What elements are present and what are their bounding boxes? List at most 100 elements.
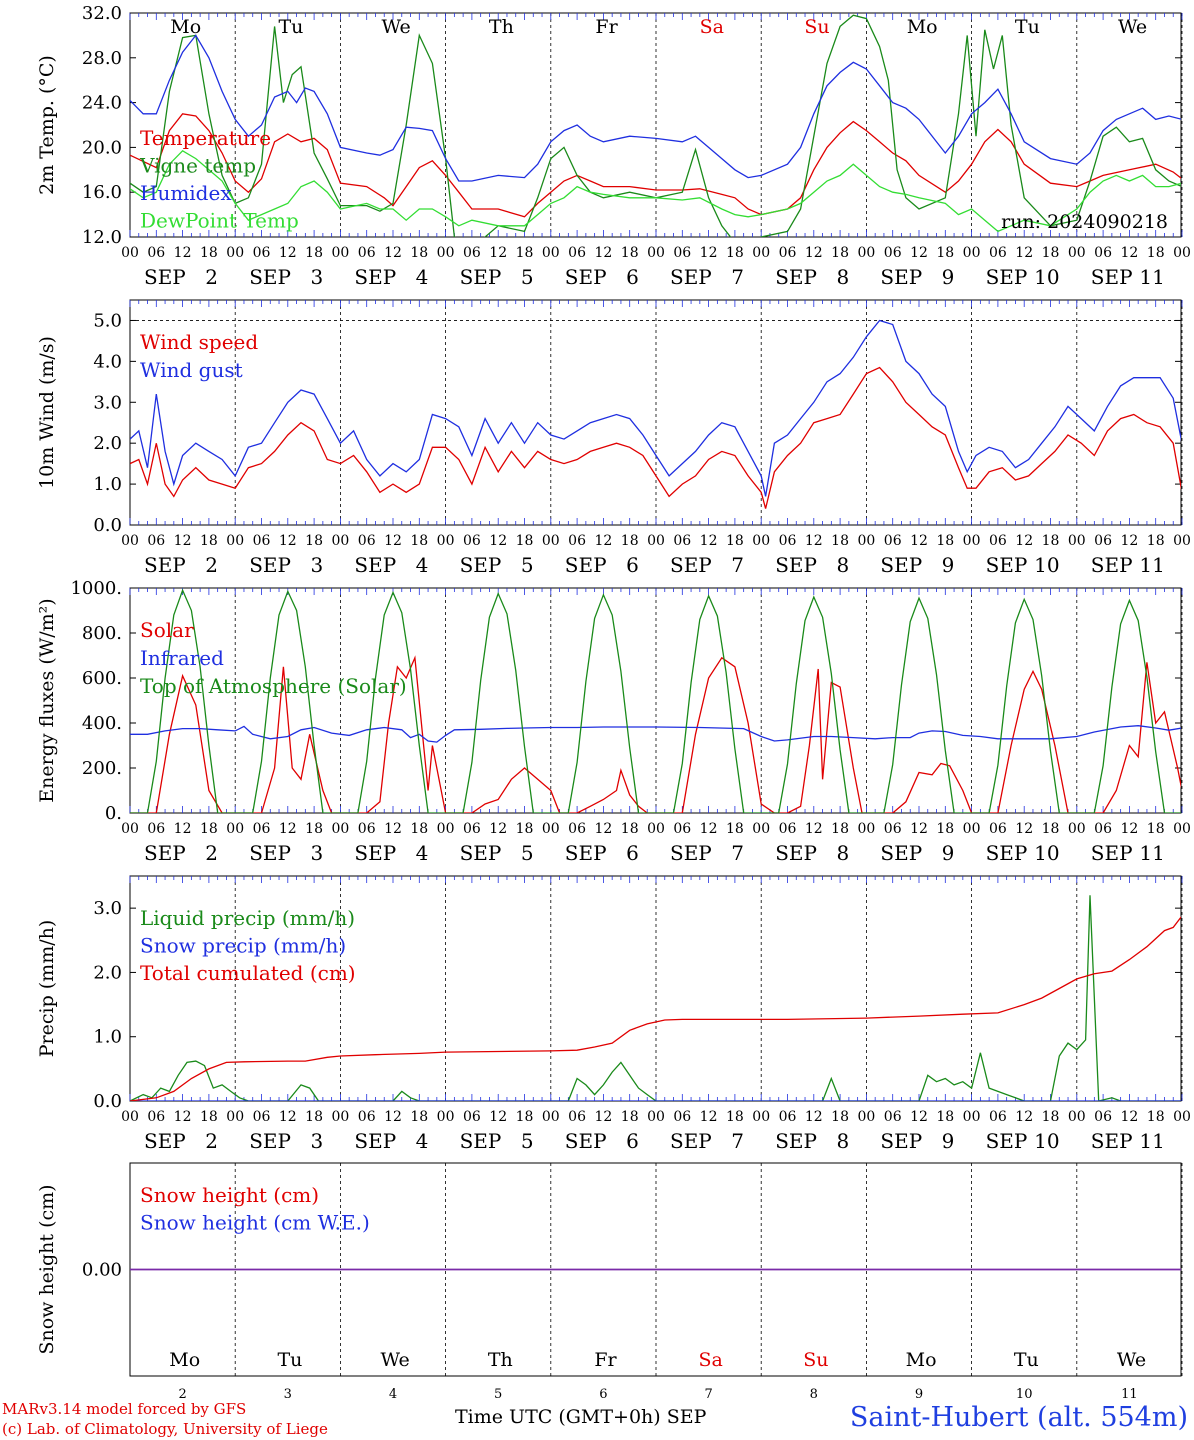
day-number-label: 7 [731, 1129, 744, 1153]
weekday-label: Sa [700, 16, 724, 38]
hour-tick-label: 06 [673, 245, 691, 261]
hour-tick-label: 00 [857, 1109, 875, 1125]
weekday-label: Tu [277, 1349, 302, 1371]
hour-tick-label: 00 [331, 1109, 349, 1125]
hour-tick-label: 00 [1068, 1109, 1086, 1125]
hour-tick-label: 06 [989, 533, 1007, 549]
hour-tick-label: 12 [384, 533, 402, 549]
day-number-label: 6 [626, 841, 639, 865]
hour-tick-label: 12 [489, 533, 507, 549]
hour-tick-label: 12 [594, 245, 612, 261]
weekday-label: Mo [907, 16, 938, 38]
hour-tick-label: 00 [963, 533, 981, 549]
weekday-label: Fr [594, 1349, 617, 1371]
day-number-label: 10 [1034, 841, 1059, 865]
hour-tick-label: 18 [1042, 821, 1060, 837]
day-number-label: 8 [836, 265, 849, 289]
series-group [130, 588, 1181, 813]
series-liquid-precip-mm-h- [130, 895, 1181, 1101]
hour-tick-label: 00 [226, 821, 244, 837]
hour-tick-label: 18 [726, 1109, 744, 1125]
day-number-label: 6 [626, 553, 639, 577]
hour-tick-label: 06 [147, 533, 165, 549]
hour-tick-label: 12 [1120, 1109, 1138, 1125]
hour-tick-label: 00 [121, 245, 139, 261]
hour-tick-label: 18 [1147, 821, 1165, 837]
y-tick-label: 4.0 [93, 351, 122, 372]
day-number-label: 3 [310, 1129, 323, 1153]
hour-tick-label: 12 [489, 245, 507, 261]
y-tick-label: 0.0 [93, 1091, 122, 1112]
day-number-label: 10 [1016, 1387, 1033, 1402]
series-wind-gust [130, 319, 1181, 497]
run-label: run: 2024090218 [1001, 211, 1168, 233]
weekday-label: Th [488, 1349, 513, 1371]
hour-tick-label: 06 [884, 1109, 902, 1125]
hour-tick-label: 00 [647, 533, 665, 549]
day-number-label: 2 [205, 265, 218, 289]
hour-tick-label: 12 [174, 533, 192, 549]
hour-tick-label: 18 [200, 533, 218, 549]
plot-frame [129, 299, 1182, 526]
y-tick-label: 2.0 [93, 433, 122, 454]
plot-frame [129, 587, 1182, 814]
hour-tick-label: 06 [673, 533, 691, 549]
hour-tick-label: 06 [779, 1109, 797, 1125]
hour-tick-label: 06 [884, 245, 902, 261]
month-label: SEP [775, 553, 817, 577]
hour-tick-label: 18 [936, 821, 954, 837]
station-title: Saint-Hubert (alt. 554m) [849, 1402, 1188, 1433]
legend-entry: Humidex [140, 181, 232, 205]
hour-tick-label: 12 [910, 533, 928, 549]
y-tick-label: 16.0 [82, 182, 122, 203]
legend-entry: DewPoint Temp [140, 209, 299, 233]
y-tick-label: 3.0 [93, 898, 122, 919]
hour-tick-label: 00 [1173, 821, 1191, 837]
hour-tick-label: 18 [1042, 1109, 1060, 1125]
month-label: SEP [144, 553, 186, 577]
hour-tick-label: 06 [463, 533, 481, 549]
hour-tick-label: 06 [779, 821, 797, 837]
month-label: SEP [880, 553, 922, 577]
day-number-label: 8 [810, 1387, 818, 1402]
month-label: SEP [775, 265, 817, 289]
hour-tick-label: 18 [305, 533, 323, 549]
month-label: SEP [460, 841, 502, 865]
day-number-label: 4 [416, 553, 429, 577]
month-label: SEP [565, 553, 607, 577]
day-number-label: 8 [836, 1129, 849, 1153]
month-label: SEP [1091, 553, 1133, 577]
legend-entry: Total cumulated (cm) [140, 961, 356, 985]
day-number-label: 11 [1139, 553, 1164, 577]
y-tick-label: 0. [105, 803, 122, 824]
hour-tick-label: 00 [437, 245, 455, 261]
hour-tick-label: 18 [831, 533, 849, 549]
month-label: SEP [670, 265, 712, 289]
y-tick-label: 2.0 [93, 962, 122, 983]
legend-entry: Liquid precip (mm/h) [140, 906, 355, 930]
month-label: SEP [354, 553, 396, 577]
day-number-label: 6 [626, 265, 639, 289]
day-number-label: 10 [1034, 265, 1059, 289]
hour-tick-label: 18 [1147, 1109, 1165, 1125]
hour-tick-label: 00 [542, 533, 560, 549]
weekday-label: Tu [1014, 1349, 1039, 1371]
hour-tick-label: 12 [1120, 821, 1138, 837]
hour-tick-label: 00 [647, 245, 665, 261]
hour-tick-label: 00 [1173, 533, 1191, 549]
day-number-label: 2 [178, 1387, 186, 1402]
series-top-of-atmosphere-solar- [130, 588, 1181, 813]
weekday-label: Mo [170, 16, 201, 38]
hour-tick-label: 12 [384, 245, 402, 261]
hour-tick-label: 00 [226, 245, 244, 261]
weekday-label: We [382, 16, 411, 38]
hour-tick-label: 00 [226, 1109, 244, 1125]
y-axis-label: 10m Wind (m/s) [36, 336, 58, 489]
hour-tick-label: 12 [700, 821, 718, 837]
month-label: SEP [670, 553, 712, 577]
hour-tick-label: 00 [963, 245, 981, 261]
y-tick-label: 800. [82, 623, 122, 644]
day-number-label: 9 [942, 265, 955, 289]
hour-tick-label: 12 [805, 1109, 823, 1125]
day-number-label: 2 [205, 553, 218, 577]
